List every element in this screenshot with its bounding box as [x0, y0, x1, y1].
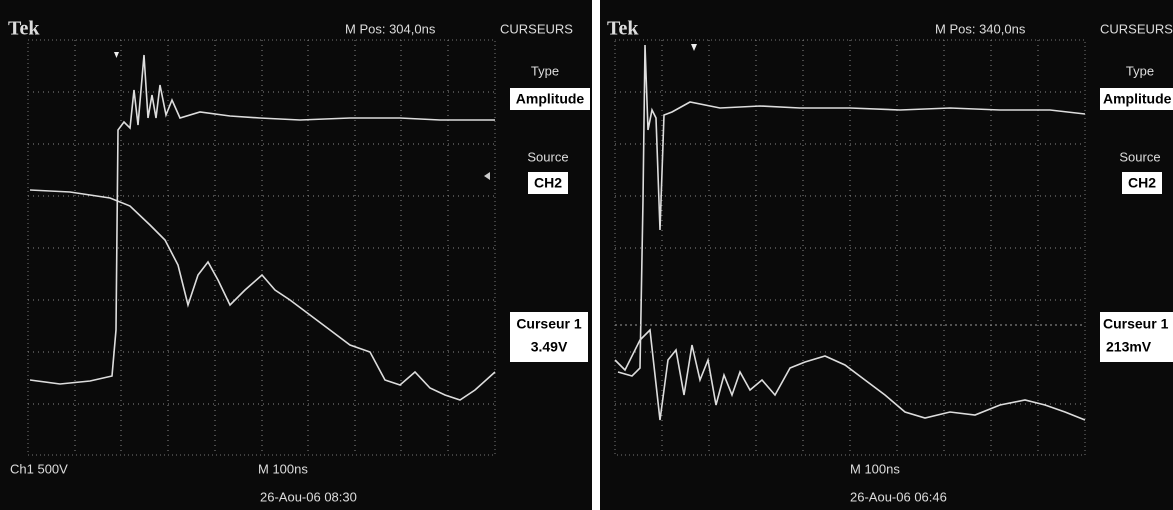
type-value: Amplitude — [516, 91, 585, 107]
grid-frame — [614, 39, 1086, 456]
cursor-box — [1100, 312, 1173, 362]
channel-scale: Ch1 500V — [10, 461, 68, 476]
cursor-label: Curseur 1 — [516, 316, 582, 332]
trigger-marker — [691, 44, 697, 51]
cursor-box — [510, 312, 588, 362]
date: 26-Aou-06 08:30 — [260, 489, 357, 504]
position: M Pos: 304,0ns — [345, 21, 436, 36]
source-value: CH2 — [534, 175, 562, 191]
source-box — [528, 172, 568, 194]
screen-bg — [600, 0, 1173, 510]
source-label: Source — [1119, 149, 1160, 164]
grid — [27, 39, 496, 456]
cursor-value: 213mV — [1106, 339, 1152, 355]
type-box — [1100, 88, 1173, 110]
position: M Pos: 340,0ns — [935, 21, 1026, 36]
brand: Tek — [8, 18, 40, 40]
type-box — [510, 88, 590, 110]
menu-title: CURSEURS — [1100, 21, 1173, 36]
timebase: M 100ns — [850, 461, 900, 476]
type-label: Type — [531, 63, 559, 78]
type-label: Type — [1126, 63, 1154, 78]
source-value: CH2 — [1128, 175, 1156, 191]
trace-ch2 — [614, 328, 1086, 421]
source-box — [1122, 172, 1162, 194]
timebase: M 100ns — [258, 461, 308, 476]
scope-panel: Tek M Pos: 304,0ns CURSEURS Type Amplitu… — [0, 0, 592, 510]
trigger-level-marker — [484, 172, 490, 180]
type-value: Amplitude — [1103, 91, 1172, 107]
menu-title: CURSEURS — [500, 21, 573, 36]
date: 26-Aou-06 06:46 — [850, 489, 947, 504]
trace-ch1 — [29, 54, 495, 385]
trigger-marker — [114, 52, 119, 58]
trace-ch2 — [29, 189, 496, 401]
trace-ch1 — [617, 44, 1086, 377]
cursor-label: Curseur 1 — [1103, 316, 1169, 332]
cursor-value: 3.49V — [531, 339, 568, 355]
source-label: Source — [527, 149, 568, 164]
screen-bg — [0, 0, 592, 510]
brand: Tek — [607, 18, 639, 40]
scope-panel: Tek M Pos: 340,0ns CURSEURS Type Amplitu… — [600, 0, 1173, 510]
